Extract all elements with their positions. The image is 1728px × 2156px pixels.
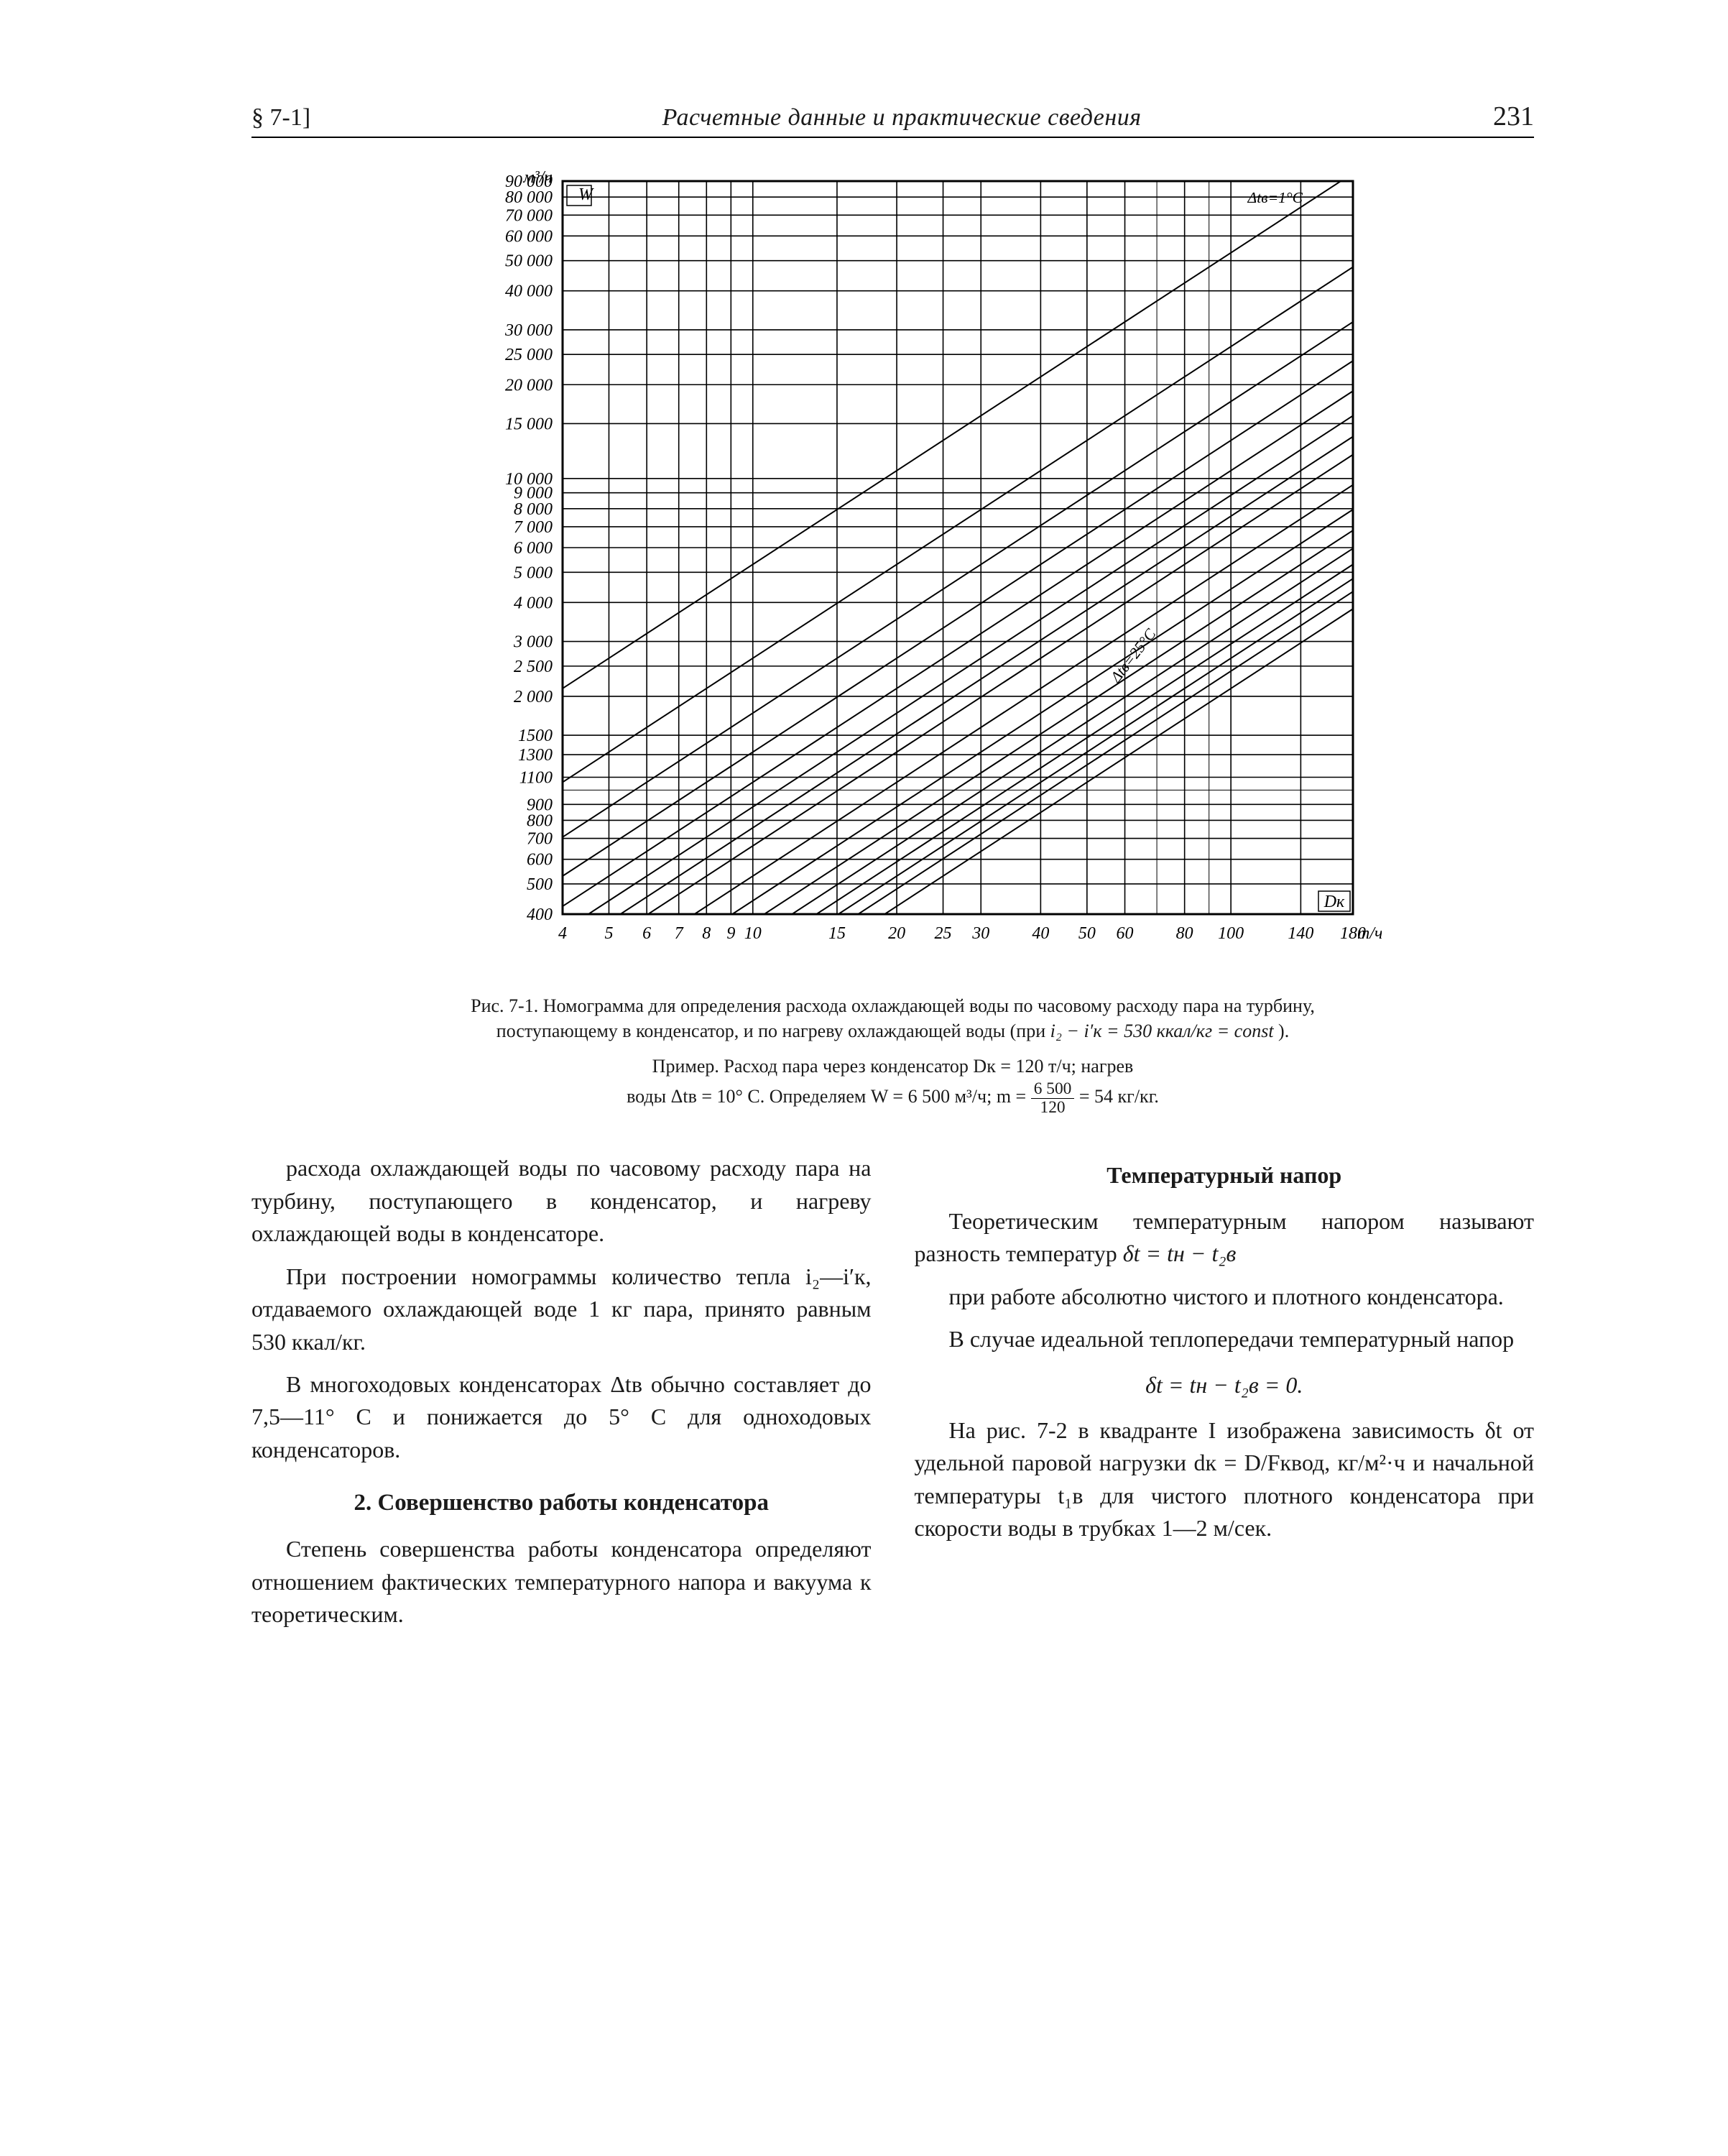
svg-text:50: 50: [1078, 924, 1095, 943]
column-left: расхода охлаждающей воды по часовому рас…: [251, 1152, 872, 1641]
left-heading: 2. Совершенство работы конденсатора: [251, 1486, 872, 1520]
svg-text:2 500: 2 500: [514, 658, 553, 676]
example-frac-num: 6 500: [1031, 1080, 1075, 1099]
svg-text:4 000: 4 000: [514, 594, 553, 612]
svg-text:80 000: 80 000: [505, 188, 553, 207]
svg-text:4: 4: [558, 924, 567, 943]
left-p3: В многоходовых конденсаторах Δtв обычно …: [251, 1368, 872, 1466]
right-p1: Теоретическим температурным напором назы…: [915, 1205, 1535, 1271]
left-p2: При построении номограммы количество теп…: [251, 1261, 872, 1358]
svg-text:40 000: 40 000: [505, 282, 553, 301]
example-line-a: Расход пара через конденсатор Dк = 120 т…: [724, 1056, 1133, 1077]
svg-text:2 000: 2 000: [514, 688, 553, 706]
left-p4: Степень совершенства работы конденсатора…: [251, 1533, 872, 1631]
caption-text-1-close: ).: [1278, 1021, 1289, 1041]
example-frac-den: 120: [1031, 1099, 1075, 1117]
figure-caption: Рис. 7-1. Номограмма для определения рас…: [462, 993, 1324, 1044]
svg-text:700: 700: [527, 830, 553, 849]
figure-label: Рис. 7-1.: [471, 995, 538, 1016]
svg-text:900: 900: [527, 796, 553, 814]
example-line-b-pre: воды Δtв = 10° C. Определяем W = 6 500 м…: [627, 1086, 1026, 1107]
svg-text:9: 9: [726, 924, 735, 943]
equation-1: δt = tн − t₂в = 0.: [915, 1369, 1535, 1401]
running-title: Расчетные данные и практические сведения: [662, 104, 1142, 132]
svg-text:25 000: 25 000: [505, 346, 553, 364]
svg-text:10: 10: [744, 924, 761, 943]
svg-text:70 000: 70 000: [505, 206, 553, 225]
example-fraction: 6 500 120: [1031, 1080, 1075, 1116]
svg-text:1300: 1300: [518, 746, 553, 765]
caption-formula: i₂ − i′к = 530 ккал/кг = const: [1050, 1021, 1274, 1041]
example-label: Пример.: [652, 1056, 719, 1077]
svg-text:20 000: 20 000: [505, 376, 553, 395]
column-right: Температурный напор Теоретическим темпер…: [915, 1152, 1535, 1641]
svg-text:7: 7: [674, 924, 683, 943]
svg-text:15 000: 15 000: [505, 415, 553, 433]
svg-text:400: 400: [527, 906, 553, 924]
right-p2: при работе абсолютно чистого и плотного …: [915, 1281, 1535, 1313]
svg-text:50 000: 50 000: [505, 252, 553, 271]
svg-text:Δtв=25°C: Δtв=25°C: [1106, 625, 1160, 686]
right-p1-formula: δt = tн − t₂в: [1123, 1240, 1237, 1266]
right-p3: В случае идеальной теплопередачи темпера…: [915, 1323, 1535, 1355]
svg-text:Δtв=1°C: Δtв=1°C: [1247, 189, 1303, 206]
page-number: 231: [1493, 101, 1534, 132]
svg-text:Dк: Dк: [1323, 893, 1344, 911]
svg-text:1500: 1500: [518, 727, 553, 745]
svg-text:60: 60: [1116, 924, 1133, 943]
left-p1: расхода охлаждающей воды по часовому рас…: [251, 1152, 872, 1250]
svg-text:500: 500: [527, 875, 553, 894]
svg-text:140: 140: [1288, 924, 1313, 943]
svg-text:60 000: 60 000: [505, 227, 553, 246]
svg-text:15: 15: [828, 924, 845, 943]
svg-text:5: 5: [604, 924, 613, 943]
svg-text:8 000: 8 000: [514, 500, 553, 519]
right-p4: На рис. 7-2 в квадранте I изображена зав…: [915, 1414, 1535, 1545]
svg-text:6 000: 6 000: [514, 539, 553, 558]
svg-text:т/ч: т/ч: [1357, 924, 1382, 943]
svg-text:3 000: 3 000: [513, 633, 553, 652]
figure-7-1: Δtв=1°C Δtв=25°C 400 500 600 700800900 1100 130…: [390, 167, 1396, 1116]
svg-text:5 000: 5 000: [514, 563, 553, 582]
svg-text:20: 20: [888, 924, 905, 943]
section-marker: § 7-1]: [251, 104, 310, 132]
body-columns: расхода охлаждающей воды по часовому рас…: [251, 1152, 1534, 1641]
example-line-b-post: = 54 кг/кг.: [1079, 1086, 1159, 1107]
svg-text:30 000: 30 000: [504, 321, 553, 340]
svg-text:100: 100: [1218, 924, 1244, 943]
svg-text:1100: 1100: [519, 768, 552, 787]
svg-text:30: 30: [971, 924, 989, 943]
nomogram-chart: Δtв=1°C Δtв=25°C 400 500 600 700800900 1100 130…: [405, 167, 1382, 972]
svg-text:40: 40: [1032, 924, 1049, 943]
svg-text:7 000: 7 000: [514, 518, 553, 537]
svg-text:6: 6: [642, 924, 651, 943]
svg-text:600: 600: [527, 851, 553, 870]
svg-text:8: 8: [702, 924, 711, 943]
figure-example: Пример. Расход пара через конденсатор Dк…: [462, 1052, 1324, 1116]
svg-text:м³/ч: м³/ч: [522, 168, 553, 187]
svg-text:25: 25: [934, 924, 951, 943]
svg-text:80: 80: [1175, 924, 1193, 943]
svg-text:10 000: 10 000: [505, 470, 553, 489]
svg-text:800: 800: [527, 811, 553, 830]
right-heading: Температурный напор: [915, 1159, 1535, 1192]
